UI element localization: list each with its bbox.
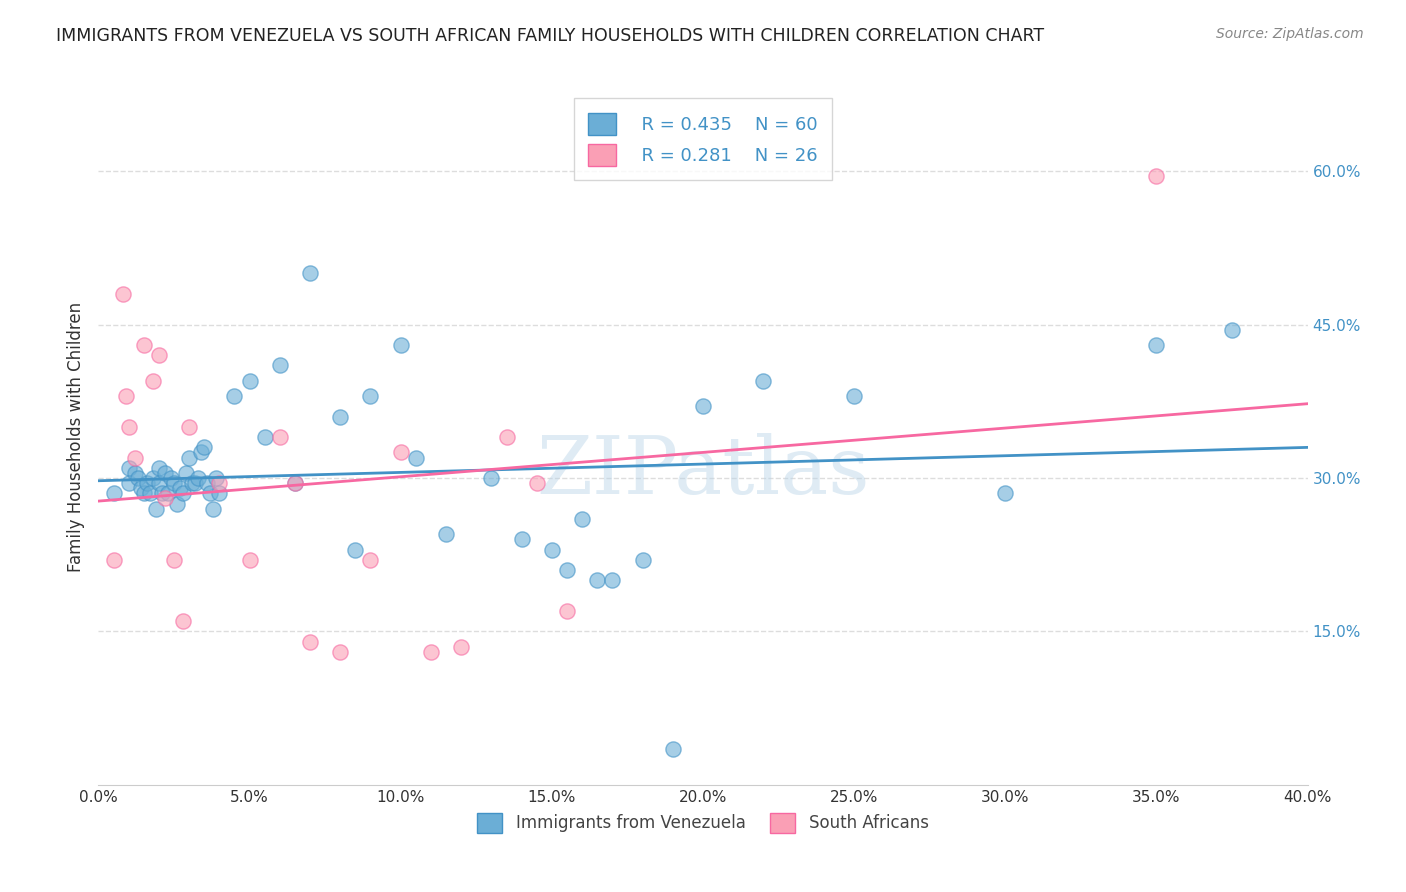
Point <box>114 389 136 403</box>
Point <box>284 476 307 491</box>
Point <box>150 486 173 500</box>
Point <box>253 430 276 444</box>
Point <box>526 476 548 491</box>
Point <box>172 614 194 628</box>
Point <box>195 476 218 491</box>
Point <box>269 359 291 373</box>
Point <box>153 491 176 506</box>
Point <box>142 374 165 388</box>
Point <box>540 542 562 557</box>
Point <box>184 476 207 491</box>
Point <box>434 527 457 541</box>
Point <box>142 471 165 485</box>
Point <box>145 501 167 516</box>
Point <box>174 466 197 480</box>
Point <box>153 466 176 480</box>
Point <box>172 486 194 500</box>
Point <box>692 400 714 414</box>
Point <box>166 497 188 511</box>
Point <box>193 440 215 454</box>
Point <box>360 389 382 403</box>
Point <box>360 553 382 567</box>
Point <box>179 450 201 465</box>
Point <box>510 533 533 547</box>
Point <box>239 553 262 567</box>
Legend: Immigrants from Venezuela, South Africans: Immigrants from Venezuela, South African… <box>464 799 942 847</box>
Point <box>389 445 412 459</box>
Point <box>299 634 322 648</box>
Point <box>124 466 146 480</box>
Point <box>269 430 291 444</box>
Point <box>205 471 228 485</box>
Point <box>1144 169 1167 184</box>
Point <box>571 512 593 526</box>
Point <box>844 389 866 403</box>
Point <box>124 450 146 465</box>
Point <box>127 471 149 485</box>
Point <box>202 501 225 516</box>
Point <box>994 486 1017 500</box>
Point <box>200 486 222 500</box>
Point <box>169 481 191 495</box>
Point <box>148 460 170 475</box>
Point <box>179 420 201 434</box>
Point <box>103 486 125 500</box>
Point <box>187 471 209 485</box>
Point <box>132 486 155 500</box>
Point <box>148 348 170 362</box>
Point <box>405 450 427 465</box>
Point <box>111 286 134 301</box>
Point <box>181 476 204 491</box>
Point <box>631 553 654 567</box>
Point <box>163 553 186 567</box>
Point <box>299 266 322 280</box>
Point <box>555 563 578 577</box>
Point <box>139 486 162 500</box>
Point <box>329 409 352 424</box>
Point <box>190 445 212 459</box>
Text: Source: ZipAtlas.com: Source: ZipAtlas.com <box>1216 27 1364 41</box>
Point <box>1144 338 1167 352</box>
Point <box>752 374 775 388</box>
Point <box>239 374 262 388</box>
Point <box>329 645 352 659</box>
Point <box>118 476 141 491</box>
Point <box>148 476 170 491</box>
Point <box>163 476 186 491</box>
Y-axis label: Family Households with Children: Family Households with Children <box>66 302 84 572</box>
Point <box>208 476 231 491</box>
Point <box>420 645 443 659</box>
Point <box>224 389 246 403</box>
Point <box>135 476 157 491</box>
Point <box>129 481 152 495</box>
Point <box>495 430 517 444</box>
Point <box>555 604 578 618</box>
Point <box>586 574 609 588</box>
Point <box>284 476 307 491</box>
Point <box>103 553 125 567</box>
Point <box>450 640 472 654</box>
Point <box>156 486 179 500</box>
Point <box>344 542 367 557</box>
Point <box>602 574 624 588</box>
Point <box>389 338 412 352</box>
Point <box>160 471 183 485</box>
Point <box>118 460 141 475</box>
Text: IMMIGRANTS FROM VENEZUELA VS SOUTH AFRICAN FAMILY HOUSEHOLDS WITH CHILDREN CORRE: IMMIGRANTS FROM VENEZUELA VS SOUTH AFRIC… <box>56 27 1045 45</box>
Point <box>208 486 231 500</box>
Point <box>481 471 503 485</box>
Point <box>661 742 683 756</box>
Point <box>132 338 155 352</box>
Point <box>118 420 141 434</box>
Point <box>1220 323 1243 337</box>
Text: ZIPatlas: ZIPatlas <box>536 433 870 511</box>
